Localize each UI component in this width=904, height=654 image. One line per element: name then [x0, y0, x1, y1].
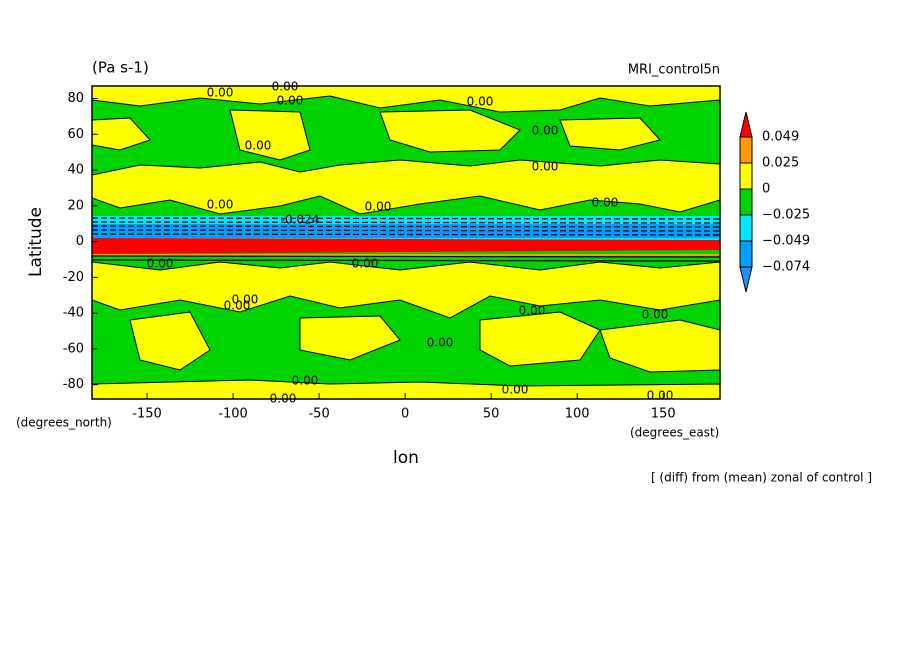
x-tick-label: 100	[565, 407, 590, 422]
x-tick-label: 50	[483, 407, 500, 422]
y-tick-label: -80	[63, 377, 84, 392]
contour-label: 0.00	[532, 124, 559, 138]
colorbar-label: 0	[762, 182, 770, 197]
x-tick-label: -100	[218, 407, 248, 422]
y-units: (degrees_north)	[16, 416, 112, 430]
fill-yellow	[92, 261, 720, 319]
colorbar-label: −0.049	[762, 234, 810, 249]
y-tick-label: 60	[67, 127, 84, 142]
colorbar-swatch	[739, 240, 753, 268]
contour-label: 0.00	[207, 86, 234, 100]
x-tick-label: -150	[132, 407, 162, 422]
y-tick-label: -40	[63, 306, 84, 321]
plot-fill	[92, 86, 720, 399]
contour-label: 0.00	[467, 95, 494, 109]
colorbar-swatch	[739, 136, 753, 164]
contour-label: -0.024	[281, 213, 320, 227]
fill-yellow	[229, 109, 311, 161]
contour-label: 0.00	[224, 299, 251, 313]
y-tick-label: 20	[67, 198, 84, 213]
x-tick-label: 0	[401, 407, 409, 422]
fill-orange	[92, 254, 720, 256]
x-axis-label: lon	[393, 448, 419, 468]
fill-red	[92, 238, 720, 254]
x-tick-label: -50	[308, 407, 329, 422]
contour-label: 0.00	[352, 257, 379, 271]
contour-label: 0.00	[427, 336, 454, 350]
colorbar-bottom	[739, 266, 753, 293]
colorbar-label: 0.025	[762, 156, 799, 171]
contour-label: 0.00	[519, 304, 546, 318]
fill-yellow	[299, 315, 401, 361]
y-tick-label: 0	[76, 234, 84, 249]
contour-label: 0.00	[647, 389, 674, 403]
chart-title: (Pa s-1)	[92, 59, 149, 77]
y-tick-label: -60	[63, 341, 84, 356]
y-tick-label: 80	[67, 91, 84, 106]
fill-yellow	[92, 117, 151, 151]
fill-yellow	[92, 159, 720, 215]
contour-line	[92, 229, 720, 232]
colorbar-label: −0.025	[762, 208, 810, 223]
contour-label: 0.00	[277, 94, 304, 108]
contour-label: 0.00	[642, 308, 669, 322]
contour-label: 0.00	[245, 139, 272, 153]
contour-label: 0.00	[592, 196, 619, 210]
contour-label: 0.00	[532, 160, 559, 174]
fill-yellow	[129, 311, 211, 371]
fill-yellow	[92, 379, 720, 399]
contour-label: 0.00	[292, 374, 319, 388]
colorbar-label: −0.074	[762, 260, 810, 275]
contour-line	[92, 255, 720, 258]
x-units: (degrees_east)	[630, 426, 719, 440]
annotation: [ (diff) from (mean) zonal of control ]	[651, 471, 872, 485]
colorbar-swatch	[739, 188, 753, 216]
contour-label: 0.00	[232, 293, 259, 307]
contour-label: 0.00	[272, 80, 299, 94]
contour-label: 0.00	[502, 383, 529, 397]
fill-yellow	[479, 311, 601, 367]
contour-label: 0.00	[207, 198, 234, 212]
colorbar-label: 0.049	[762, 130, 799, 145]
contour-line	[92, 217, 720, 220]
contour-line	[92, 221, 720, 224]
fill-yellow	[92, 86, 720, 113]
fill-yellow	[559, 117, 661, 151]
contour-line	[92, 225, 720, 228]
contour-label: 0.00	[270, 392, 297, 406]
contour-label: 0.00	[365, 200, 392, 214]
y-axis-label: Latitude	[26, 207, 46, 277]
y-tick-label: -20	[63, 270, 84, 285]
colorbar-top	[739, 111, 753, 138]
contour-line	[92, 259, 720, 262]
fill-yellow	[379, 109, 521, 153]
y-tick-label: 40	[67, 163, 84, 178]
colorbar-swatch	[739, 214, 753, 242]
contour-line	[92, 233, 720, 236]
fill-yellow	[599, 319, 720, 373]
colorbar-swatch	[739, 162, 753, 190]
chart-subtitle: MRI_control5n	[628, 63, 720, 78]
plot-frame	[91, 85, 721, 400]
contour-label: 0.00	[147, 257, 174, 271]
x-tick-label: 150	[651, 407, 676, 422]
